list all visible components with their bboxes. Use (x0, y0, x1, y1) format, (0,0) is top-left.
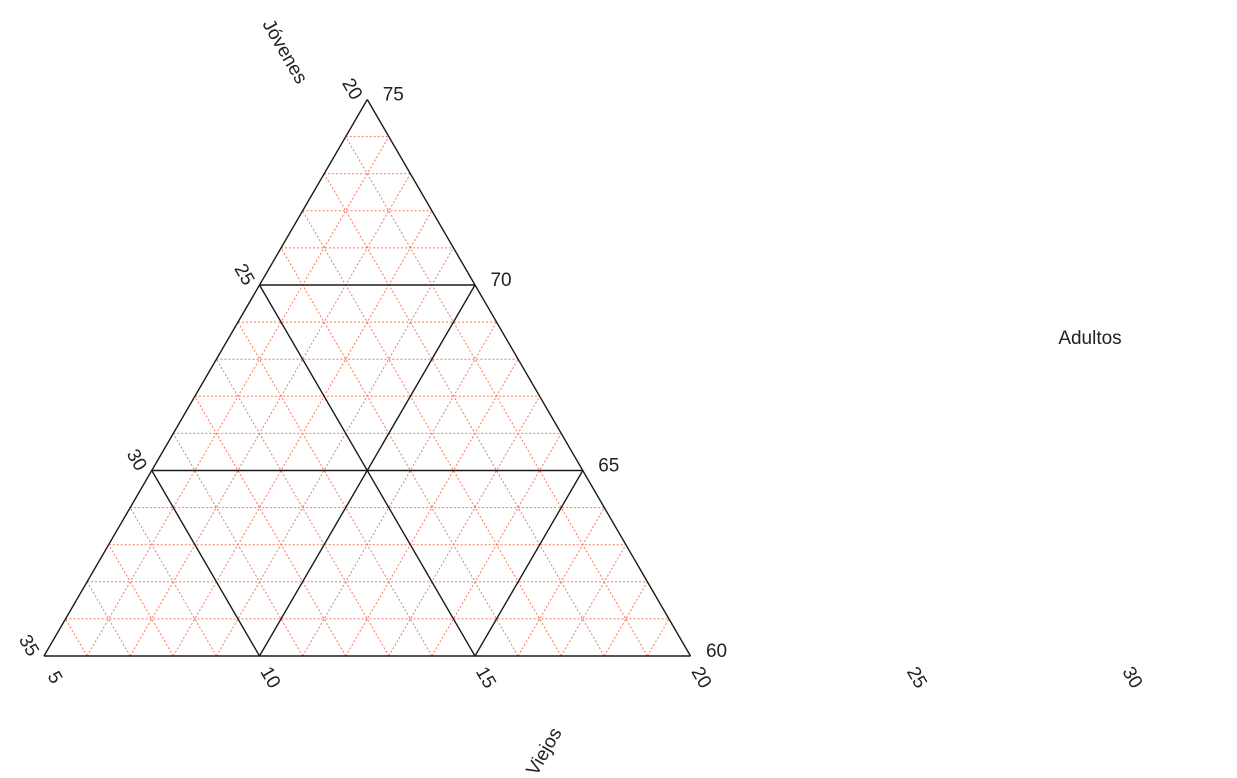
tick-label-viejos-5: 5 (43, 668, 66, 688)
tick-label-jovenes-35: 35 (14, 631, 43, 660)
minor-grid-line (323, 173, 605, 657)
tick-label-adultos-70: 70 (490, 270, 511, 291)
minor-grid-line (280, 247, 519, 657)
tick-label-jovenes-25: 25 (230, 260, 259, 289)
minor-grid-line (108, 544, 174, 657)
tick-label-adultos-75: 75 (383, 85, 404, 106)
tick-label-jovenes-20: 20 (337, 75, 366, 104)
tick-label-adultos-65: 65 (598, 456, 619, 477)
minor-grid-line (560, 544, 627, 657)
minor-grid-line (172, 433, 304, 657)
grid-line-viejos-15 (474, 470, 584, 657)
tick-label-viejos-20: 20 (687, 663, 716, 692)
minor-grid (65, 136, 670, 657)
tick-label-viejos-25: 25 (902, 663, 931, 692)
tick-label-viejos-30: 30 (1118, 663, 1147, 692)
minor-grid-line (302, 321, 498, 657)
minor-grid-line (215, 247, 454, 657)
minor-grid-line (65, 618, 88, 657)
minor-grid-line (194, 396, 347, 657)
grid-line-viejos-5 (43, 99, 368, 657)
tick-label-viejos-15: 15 (471, 663, 500, 692)
minor-grid-line (345, 358, 519, 657)
minor-grid-line (345, 136, 648, 657)
minor-grid-line (646, 618, 670, 657)
minor-grid-line (129, 507, 217, 657)
axis-title-viejos: Viejos (523, 724, 567, 778)
grid-line-jovenes-30 (151, 470, 261, 657)
tick-label-viejos-10: 10 (256, 663, 285, 692)
axis-title-jovenes: Jóvenes (258, 16, 312, 88)
tick-label-jovenes-30: 30 (122, 446, 151, 475)
minor-grid-line (388, 396, 541, 657)
axis-title-adultos: Adultos (1058, 328, 1121, 349)
tick-label-adultos-60: 60 (706, 641, 727, 662)
grid-line-jovenes-20 (366, 99, 692, 657)
minor-grid-line (215, 358, 390, 657)
major-grid (43, 99, 692, 657)
minor-grid-line (129, 173, 411, 657)
minor-grid-line (237, 321, 433, 657)
grid-line-jovenes-25 (258, 284, 476, 657)
